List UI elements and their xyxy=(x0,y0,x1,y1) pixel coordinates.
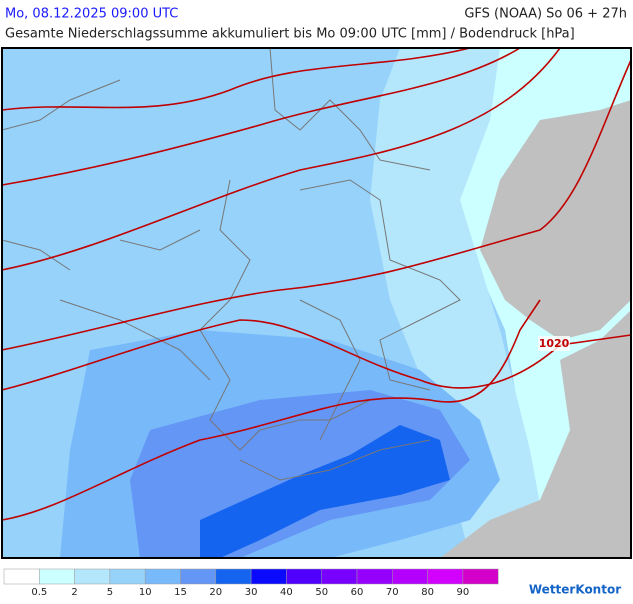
legend-swatch xyxy=(109,568,146,585)
precip-very-high xyxy=(200,425,450,558)
legend: 0.5 2 5 10 15 20 30 40 50 60 70 80 90 xyxy=(3,568,499,598)
legend-label: 70 xyxy=(386,587,399,598)
legend-swatch xyxy=(321,568,358,585)
legend-swatch xyxy=(356,568,393,585)
legend-swatch xyxy=(462,568,499,585)
land-masked xyxy=(440,310,631,558)
legend-swatch xyxy=(427,568,464,585)
legend-swatch xyxy=(286,568,322,585)
map-frame xyxy=(1,47,632,559)
legend-label: 20 xyxy=(209,587,222,598)
legend-label: 30 xyxy=(245,587,258,598)
legend-label: 90 xyxy=(457,587,470,598)
legend-label: 2 xyxy=(71,587,77,598)
borders xyxy=(2,48,461,481)
legend-swatch xyxy=(3,568,40,585)
legend-swatch xyxy=(144,568,181,585)
legend-swatch xyxy=(39,568,75,585)
legend-swatch xyxy=(74,568,111,585)
subtitle: Gesamte Niederschlagssumme akkumuliert b… xyxy=(5,27,575,42)
legend-label: 10 xyxy=(139,587,152,598)
isobars xyxy=(2,48,631,521)
legend-swatch xyxy=(250,568,287,585)
legend-swatch xyxy=(180,568,217,585)
legend-label: 15 xyxy=(174,587,187,598)
legend-label: 40 xyxy=(280,587,293,598)
legend-label: 60 xyxy=(351,587,364,598)
precip-light2 xyxy=(370,48,550,558)
model-run: GFS (NOAA) So 06 + 27h xyxy=(464,7,627,22)
legend-swatch xyxy=(392,568,428,585)
map: 1020 xyxy=(1,47,632,559)
legend-label: 50 xyxy=(315,587,328,598)
legend-label: 5 xyxy=(107,587,113,598)
isobar-label-bg xyxy=(538,336,570,351)
legend-label: 80 xyxy=(421,587,434,598)
legend-swatch xyxy=(215,568,252,585)
isobar-label: 1020 xyxy=(539,337,570,350)
legend-label: 0.5 xyxy=(31,587,47,598)
datetime: Mo, 08.12.2025 09:00 UTC xyxy=(5,7,178,22)
logo: WetterKontor xyxy=(529,583,621,597)
land-masked xyxy=(480,48,631,340)
